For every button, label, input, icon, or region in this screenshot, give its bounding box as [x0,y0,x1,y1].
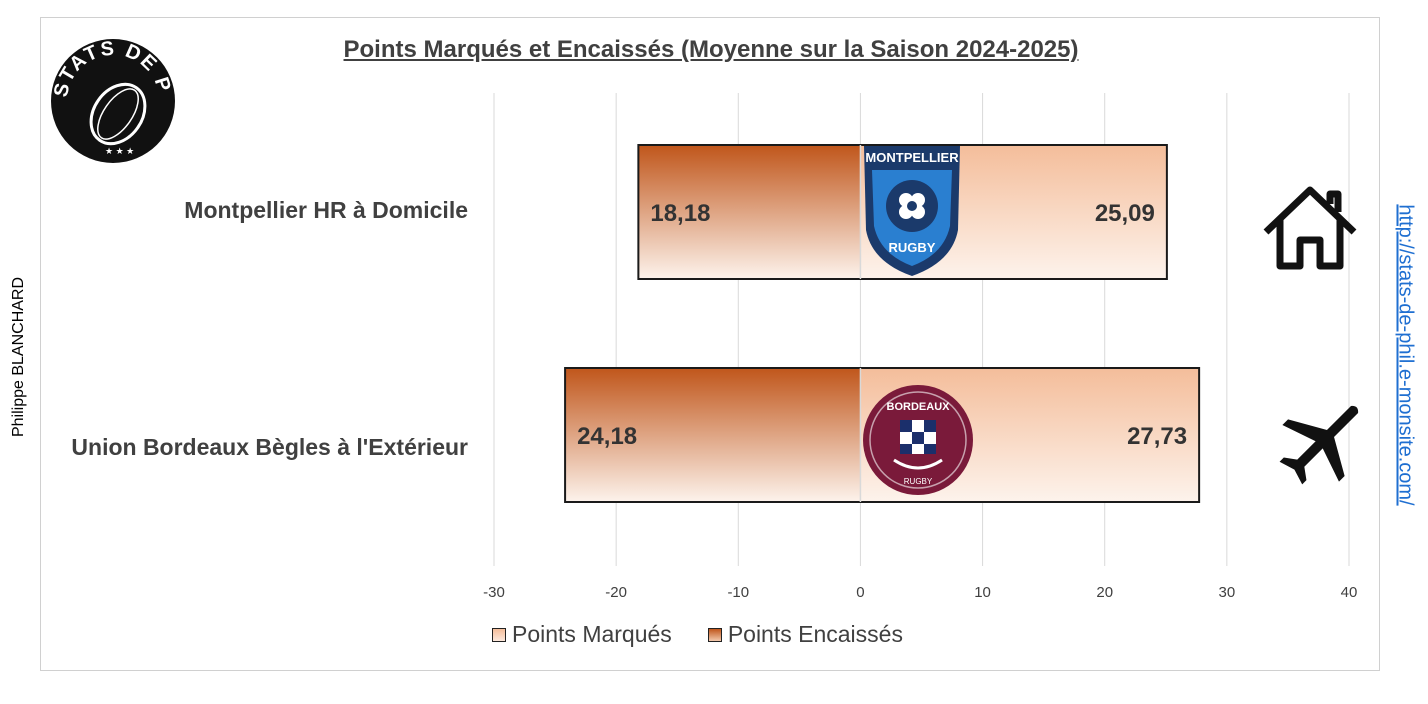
svg-text:BORDEAUX: BORDEAUX [887,401,951,413]
airplane-icon [1279,405,1359,485]
category-label-1: Union Bordeaux Bègles à l'Extérieur [71,434,468,460]
bordeaux-begles-logo: BORDEAUX RUGBY [863,385,973,495]
svg-text:MONTPELLIER: MONTPELLIER [865,150,959,165]
x-tick-label-2: -10 [727,584,749,601]
chart-title: Points Marqués et Encaissés (Moyenne sur… [343,36,1079,63]
legend-item-marques[interactable]: Points Marqués [492,621,672,648]
category-label-0: Montpellier HR à Domicile [184,197,468,223]
bar-outline-1 [564,367,1201,503]
legend-swatch-encaisses [707,627,722,642]
data-label-encaisses-0: 18,18 [650,200,710,227]
data-labels: 18,18 25,09 24,18 27,73 [577,200,1187,450]
legend-swatch-marques [492,627,506,642]
data-label-encaisses-1: 24,18 [577,423,637,450]
montpellier-logo: MONTPELLIER RUGBY [864,146,960,276]
x-tick-label-0: -30 [483,584,505,601]
legend-label-marques: Points Marqués [512,621,672,647]
x-tick-label-7: 40 [1341,584,1358,601]
legend-label-encaisses: Points Encaissés [727,621,903,647]
bar-encaisses-1 [565,368,861,502]
bar-encaisses-0 [638,145,861,279]
x-tick-label-3: 0 [856,584,864,601]
team-logos: MONTPELLIER RUGBY BORDEAUX RUGBY [863,146,973,495]
data-label-marques-1: 27,73 [1127,423,1187,450]
x-tick-label-4: 10 [974,584,991,601]
x-tick-label-5: 20 [1096,584,1113,601]
chart-frame [40,17,1380,671]
house-icon [1263,186,1357,270]
x-axis: -30 -20 -10 0 10 20 30 40 [483,584,1357,601]
x-tick-label-1: -20 [605,584,627,601]
svg-text:RUGBY: RUGBY [889,240,936,255]
svg-text:★ ★ ★: ★ ★ ★ [105,146,134,156]
bar-outline-0 [637,144,1168,280]
chart-legend: Points Marqués Points Encaissés [492,621,903,648]
data-label-marques-0: 25,09 [1095,200,1155,227]
x-tick-label-6: 30 [1219,584,1236,601]
svg-text:RUGBY: RUGBY [904,477,933,486]
legend-item-encaisses[interactable]: Points Encaissés [707,621,903,648]
